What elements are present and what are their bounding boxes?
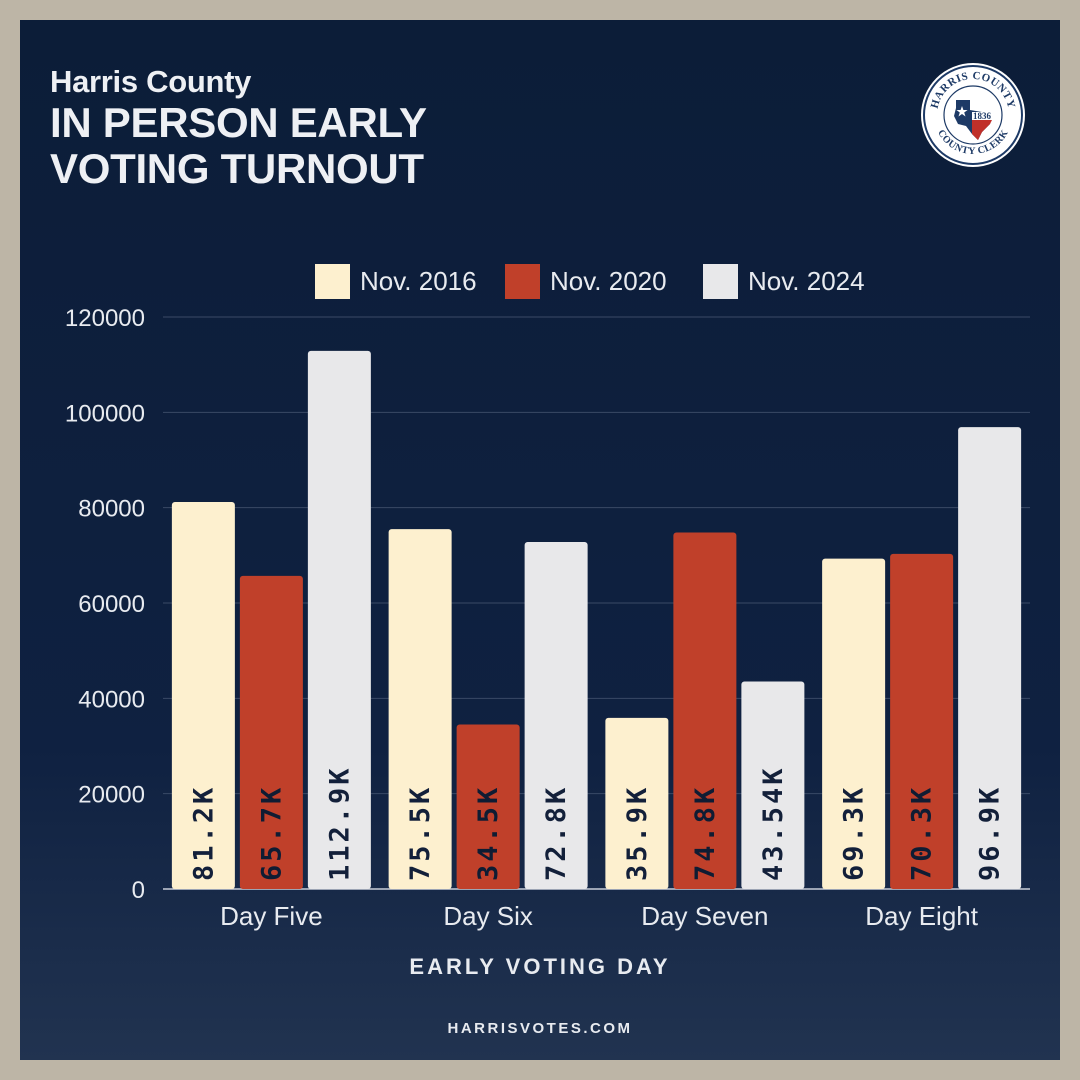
legend-swatch (315, 264, 350, 299)
bar-data-label: 72.8K (541, 785, 572, 881)
bar-nov-2016-day-six (388, 529, 452, 889)
legend-entry: Nov. 2024 (748, 266, 865, 296)
y-tick-label: 80000 (78, 496, 145, 523)
bar-data-label: 69.3K (839, 785, 870, 881)
bar-data-label: 74.8K (690, 785, 721, 881)
bar-data-label: 81.2K (188, 785, 219, 881)
y-tick-label: 0 (132, 877, 145, 904)
x-axis-title: EARLY VOTING DAY (409, 954, 671, 979)
bar-nov-2016-day-seven (605, 717, 669, 889)
header-subtitle: Harris County (50, 64, 252, 99)
bar-data-label: 70.3K (907, 785, 938, 881)
x-tick-label: Day Five (220, 901, 323, 931)
x-tick-label: Day Six (443, 901, 533, 931)
bar-nov-2020-day-seven (673, 532, 737, 889)
y-tick-label: 120000 (65, 305, 145, 332)
bar-data-label: 65.7K (256, 785, 287, 881)
y-tick-label: 40000 (78, 686, 145, 713)
bar-nov-2024-day-five (307, 350, 371, 889)
title-line-1: IN PERSON EARLY (50, 99, 427, 146)
website-url[interactable]: HARRISVOTES.COM (447, 1020, 633, 1037)
bar-nov-2020-day-eight (890, 553, 954, 889)
legend-swatch (703, 264, 738, 299)
legend-entry: Nov. 2020 (550, 266, 667, 296)
y-tick-label: 100000 (65, 400, 145, 427)
bar-data-label: 34.5K (473, 785, 504, 881)
x-tick-label: Day Eight (865, 901, 978, 931)
turnout-bar-chart: 0 20000 40000 60000 80000 100000 120000 81.2K 6… (65, 264, 1030, 931)
y-tick-label: 60000 (78, 591, 145, 618)
infographic-panel: Harris County IN PERSON EARLY VOTING TUR… (20, 20, 1060, 1060)
seal-year: 1836 (973, 111, 992, 121)
bar-data-label: 43.54K (758, 765, 789, 881)
bar-data-label: 112.9K (324, 765, 355, 881)
bar-nov-2024-day-eight (958, 427, 1022, 889)
county-clerk-seal-logo: HARRIS COUNTY COUNTY CLERK 1836 (921, 63, 1025, 167)
bar-nov-2020-day-five (239, 575, 303, 889)
x-tick-label: Day Seven (641, 901, 768, 931)
y-tick-label: 20000 (78, 782, 145, 809)
legend-entry: Nov. 2016 (360, 266, 477, 296)
bar-data-label: 35.9K (622, 785, 653, 881)
bar-data-label: 96.9K (975, 785, 1006, 881)
legend-swatch (505, 264, 540, 299)
bar-nov-2016-day-eight (822, 558, 886, 889)
title-line-2: VOTING TURNOUT (50, 145, 424, 192)
page-title: IN PERSON EARLY VOTING TURNOUT (50, 100, 427, 192)
bar-data-label: 75.5K (405, 785, 436, 881)
bar-nov-2016-day-five (171, 501, 235, 889)
bar-nov-2024-day-seven (741, 681, 805, 889)
bar-nov-2024-day-six (524, 541, 588, 889)
bar-nov-2020-day-six (456, 724, 520, 889)
